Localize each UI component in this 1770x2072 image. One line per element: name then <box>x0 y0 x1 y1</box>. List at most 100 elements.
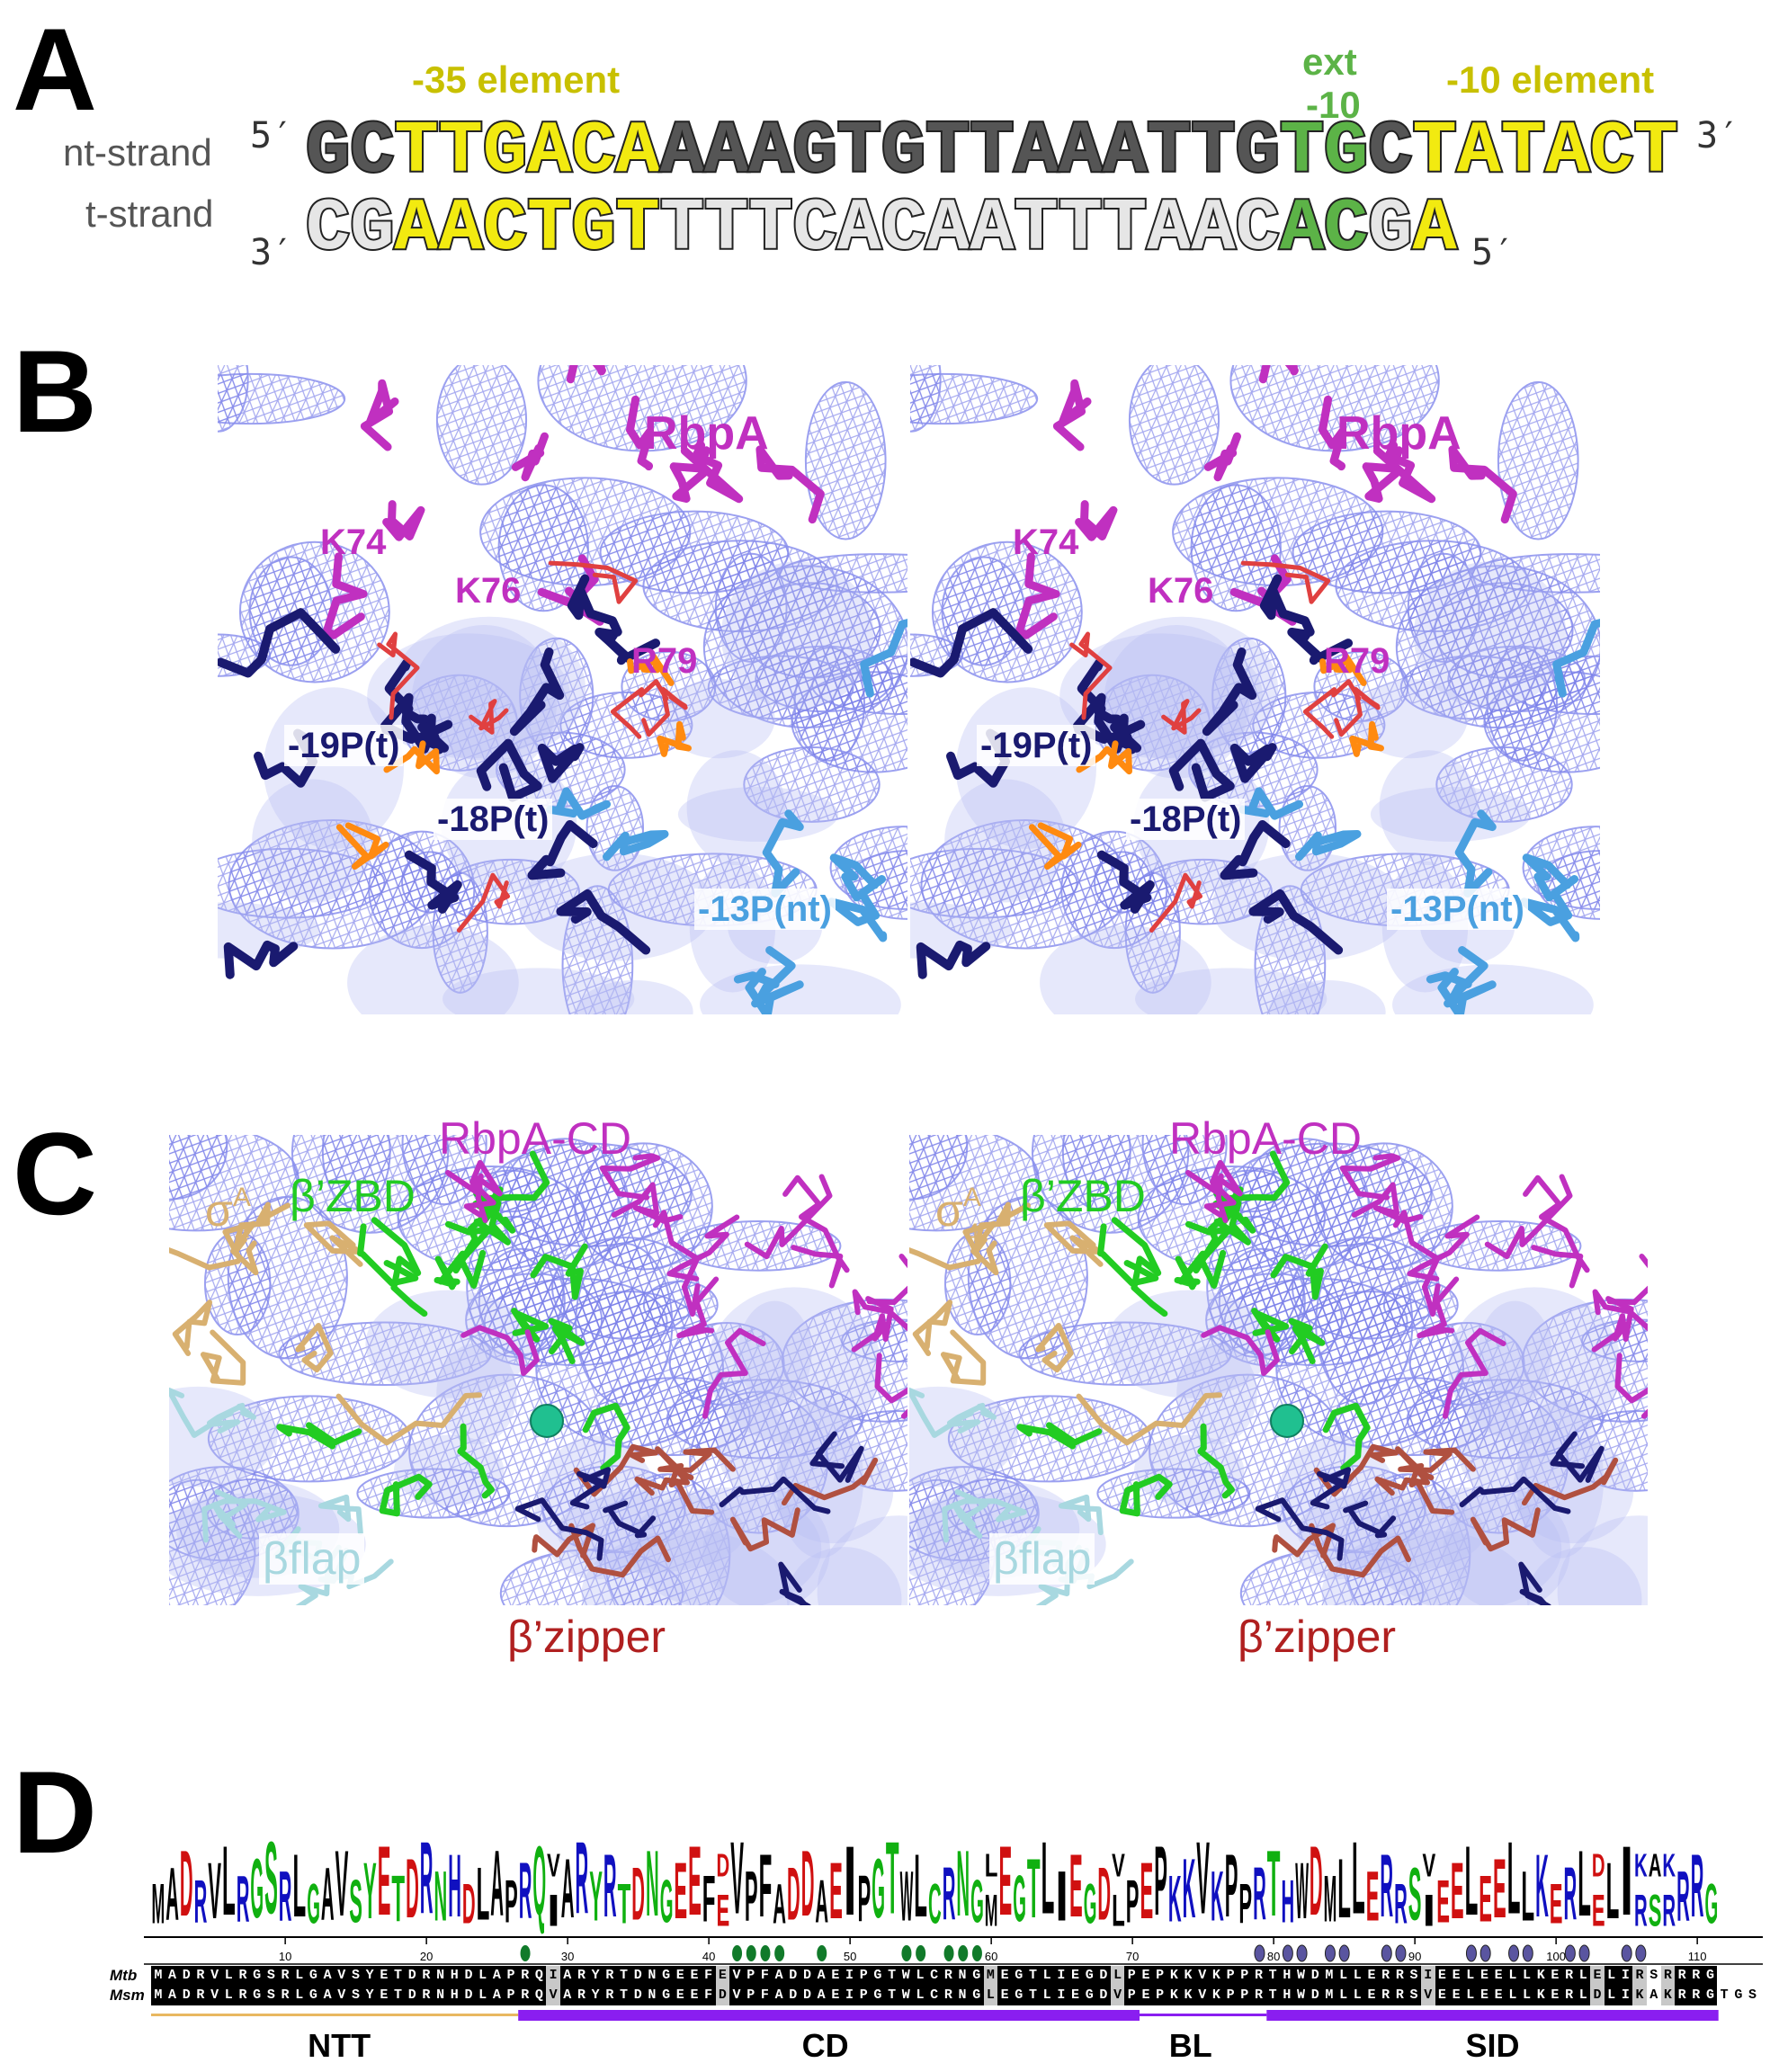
alignment-residue: P <box>743 1986 758 2005</box>
label-r79: R79 <box>1324 641 1390 681</box>
logo-letter: E <box>1479 1862 1492 1935</box>
alignment-residue: L <box>1604 1986 1619 2005</box>
nucleotide: G <box>880 110 927 193</box>
ruler-number: 110 <box>1688 1950 1707 1963</box>
interaction-dot-purple <box>1635 1944 1647 1962</box>
alignment-residue: R <box>1688 1966 1703 1986</box>
label-19p-t: -19P(t) <box>977 725 1096 766</box>
domain-bar-ntt <box>151 2014 519 2016</box>
t-3prime: 3′ <box>250 232 294 273</box>
domain-bar-cd <box>518 2010 1140 2021</box>
logo-letter: W <box>1295 1846 1309 1935</box>
alignment-residue: L <box>1519 1986 1534 2005</box>
alignment-residue: L <box>1506 1986 1520 2005</box>
logo-letter: V <box>730 1820 744 1935</box>
alignment-residue: S <box>1646 1966 1661 1986</box>
alignment-residue: L <box>221 1966 237 1986</box>
alignment-residue: L <box>1506 1966 1520 1986</box>
logo-letter: D <box>1097 1853 1111 1935</box>
alignment-residue: P <box>743 1966 758 1986</box>
interaction-dot-green <box>971 1945 982 1961</box>
alignment-residue: A <box>559 1986 575 2005</box>
interaction-dot-green <box>732 1945 743 1961</box>
alignment-residue: H <box>1280 1966 1294 1986</box>
alignment-residue: L <box>913 1986 927 2005</box>
label-beta-prime-zipper: β’zipper <box>1238 1612 1397 1662</box>
alignment-residue: D <box>179 1966 194 1986</box>
alignment-residue: L <box>1519 1966 1534 1986</box>
interaction-dot-purple <box>1479 1944 1491 1962</box>
alignment-residue: K <box>1660 1986 1676 2005</box>
nucleotide: A <box>1145 187 1193 271</box>
alignment-residue: E <box>1491 1966 1506 1986</box>
alignment-residue: L <box>1040 1986 1054 2005</box>
ruler-number: 90 <box>1408 1950 1421 1963</box>
alignment-residue: G <box>306 1986 321 2005</box>
logo-letter: C <box>928 1872 942 1936</box>
nucleotide: T <box>746 187 794 271</box>
interaction-dot-purple <box>1282 1944 1293 1962</box>
nucleotide: A <box>1012 110 1059 193</box>
alignment-residue: E <box>1477 1966 1492 1986</box>
nucleotide: A <box>1410 187 1458 271</box>
alignment-residue: T <box>1265 1966 1280 1986</box>
alignment-residue: R <box>574 1986 589 2005</box>
logo-letter: A <box>490 1831 504 1935</box>
sequence-logo: M A D R V L R G S R L G A V S Y E T D R N H D L A P R Q IV A R Y R T D N G E E… <box>144 1820 1763 1965</box>
nucleotide: C <box>1234 187 1282 271</box>
alignment-residue: R <box>193 1966 208 1986</box>
logo-letter: V <box>208 1846 221 1935</box>
nucleotide: T <box>1278 110 1326 193</box>
alignment-residue: L <box>1110 1966 1125 1986</box>
alignment-residue: G <box>1082 1966 1097 1986</box>
nt-5prime: 5′ <box>250 115 294 156</box>
interaction-dot-purple <box>1508 1944 1520 1962</box>
alignment-residue: G <box>871 1986 885 2005</box>
alignment-residue: R <box>941 1966 956 1986</box>
nucleotide: A <box>1189 187 1237 271</box>
alignment-residue: K <box>1209 1986 1224 2005</box>
nucleotide: G <box>569 187 617 271</box>
alignment-residue: L <box>1350 1966 1365 1986</box>
interaction-dot-green <box>817 1945 827 1961</box>
logo-letter: R <box>1564 1853 1578 1935</box>
alignment-residue: S <box>264 1986 279 2005</box>
minus35-element-label: -35 element <box>412 58 621 101</box>
logo-letter: M <box>152 1872 165 1936</box>
label-beta-prime-zipper: β’zipper <box>507 1612 666 1662</box>
logo-letter: P <box>745 1857 758 1936</box>
alignment-residue: E <box>1364 1966 1379 1986</box>
sigma-subscript: 4 <box>964 1219 980 1248</box>
logo-letter: T <box>1027 1841 1041 1936</box>
interaction-dot-purple <box>1395 1944 1407 1962</box>
alignment-residue: N <box>433 1986 448 2005</box>
alignment-residue: D <box>405 1986 420 2005</box>
alignment-residue: W <box>898 1966 914 1986</box>
alignment-residue: R <box>1392 1986 1408 2005</box>
alignment-residue: E <box>377 1986 391 2005</box>
logo-letter: T <box>618 1872 631 1936</box>
sigma-superscript: A <box>962 1183 981 1212</box>
alignment-residue: R <box>603 1986 617 2005</box>
alignment-residue: L <box>1350 1986 1365 2005</box>
alignment-residue: D <box>405 1966 420 1986</box>
alignment-residue: E <box>828 1986 843 2005</box>
logo-letter: V <box>547 1847 560 1883</box>
alignment-residue: R <box>1251 1986 1266 2005</box>
logo-letter: Q <box>532 1826 546 1936</box>
alignment-residue: Y <box>362 1986 377 2005</box>
logo-letter: D <box>406 1841 419 1936</box>
nt-3prime: 3′ <box>1696 115 1740 156</box>
alignment-residue: D <box>461 1986 476 2005</box>
logo-letter: D <box>1592 1847 1605 1883</box>
alignment-residue: C <box>926 1966 942 1986</box>
logo-letter: E <box>1140 1846 1154 1935</box>
logo-letter: E <box>717 1885 730 1935</box>
alignment-residue: M <box>1322 1986 1336 2005</box>
logo-letter: R <box>194 1868 208 1936</box>
alignment-residue: H <box>1280 1986 1294 2005</box>
nucleotide: C <box>791 187 838 271</box>
alignment-residue: N <box>433 1966 448 1986</box>
alignment-residue: F <box>757 1966 773 1986</box>
alignment-residue: P <box>1237 1986 1252 2005</box>
